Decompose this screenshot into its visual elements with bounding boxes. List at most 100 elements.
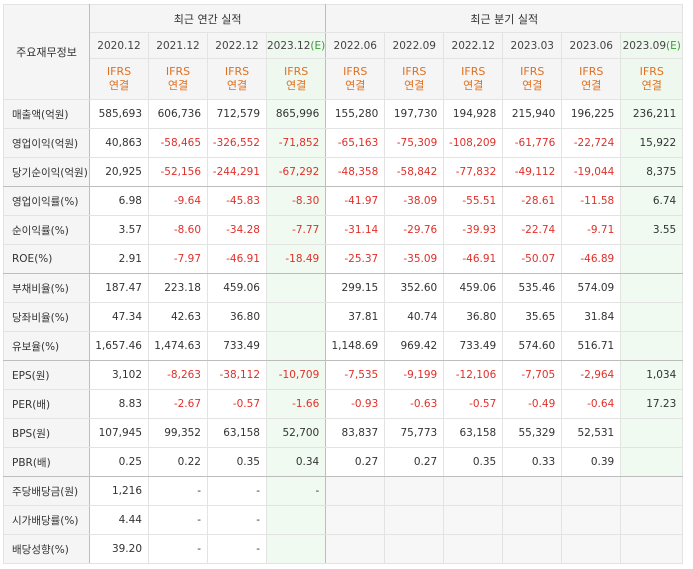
value-cell: 236,211	[620, 99, 684, 129]
consolidated-label: 연결	[581, 79, 602, 92]
period-header: 2022.06	[325, 32, 386, 59]
ifrs-label: IFRS	[343, 65, 368, 78]
value-cell: 459.06	[443, 273, 504, 303]
ifrs-label: IFRS	[284, 65, 309, 78]
value-cell: -8.60	[148, 215, 208, 245]
value-cell	[620, 505, 684, 535]
value-cell: 712,579	[207, 99, 267, 129]
value-cell: -35.09	[384, 244, 445, 274]
ifrs-label: IFRS	[461, 65, 486, 78]
value-cell	[620, 302, 684, 332]
ifrs-label: IFRS	[579, 65, 604, 78]
value-cell	[265, 302, 327, 332]
value-cell: -46.91	[443, 244, 504, 274]
table-row: ROE(%) 2.91 -7.97 -46.91 -18.49 -25.37 -35.09-…	[3, 244, 684, 274]
value-cell	[561, 476, 622, 506]
table-row: 유보율(%) 1,657.46 1,474.63 733.49 1,148.69 969.…	[3, 331, 684, 361]
value-cell: 4.44	[89, 505, 149, 535]
value-cell: -1.66	[265, 389, 327, 419]
value-cell	[325, 505, 386, 535]
annual-group-header: 최근 연간 실적	[88, 4, 327, 33]
period-header: 2023.09(E)	[620, 32, 684, 59]
period-label: 2023.03	[510, 39, 554, 52]
value-cell	[265, 534, 327, 564]
value-cell: -	[207, 505, 267, 535]
consolidated-label: 연결	[108, 79, 130, 92]
ifrs-label: IFRS	[224, 65, 250, 78]
table-row: 배당성향(%) 39.20- -	[3, 534, 684, 564]
value-cell: -31.14	[325, 215, 386, 245]
value-cell: 20,925	[89, 157, 149, 187]
estimate-mark: (E)	[666, 39, 681, 52]
row-label: 배당성향(%)	[3, 534, 90, 564]
value-cell: 1,474.63	[148, 331, 208, 361]
value-cell: 0.35	[443, 447, 504, 477]
value-cell: -58,465	[148, 128, 208, 158]
value-cell: 37.81	[325, 302, 386, 332]
value-cell: -34.28	[207, 215, 267, 245]
table-row: 주당배당금(원) 1,216- - -	[3, 476, 684, 506]
value-cell	[620, 331, 684, 361]
value-cell: 1,657.46	[89, 331, 149, 361]
value-cell: -12,106	[443, 360, 504, 390]
value-cell: -52,156	[148, 157, 208, 187]
period-header: 2023.03	[502, 32, 563, 59]
value-cell: 3.55	[620, 215, 684, 245]
value-cell: 6.74	[620, 186, 684, 216]
value-cell: -22.74	[502, 215, 563, 245]
value-cell: 223.18	[148, 273, 208, 303]
value-cell: 1,216	[89, 476, 149, 506]
value-cell	[561, 505, 622, 535]
consolidated-label: 연결	[286, 79, 307, 92]
value-cell	[620, 534, 684, 564]
value-cell	[325, 534, 386, 564]
value-cell: -7,705	[502, 360, 563, 390]
quarter-group-header: 최근 분기 실적	[325, 4, 684, 33]
value-cell	[443, 534, 504, 564]
row-label: 순이익률(%)	[3, 215, 90, 245]
value-cell: 155,280	[325, 99, 386, 129]
value-cell	[620, 447, 684, 477]
value-cell: 0.35	[207, 447, 267, 477]
value-cell: 63,158	[207, 418, 267, 448]
row-label: 당기순이익(억원)	[3, 157, 90, 187]
value-cell: 42.63	[148, 302, 208, 332]
row-label: PBR(배)	[3, 447, 90, 477]
period-label: 2022.09	[392, 39, 436, 52]
value-cell: 0.22	[148, 447, 208, 477]
value-cell: -0.49	[502, 389, 563, 419]
consolidated-label: 연결	[404, 79, 425, 92]
value-cell: -55.51	[443, 186, 504, 216]
value-cell: 40,863	[89, 128, 149, 158]
value-cell: -58,842	[384, 157, 445, 187]
value-cell: -0.63	[384, 389, 445, 419]
consolidated-label: 연결	[463, 79, 484, 92]
ifrs-basis-header: IFRS 연결	[384, 58, 445, 100]
consolidated-label: 연결	[345, 79, 366, 92]
value-cell	[384, 476, 445, 506]
estimate-mark: (E)	[310, 39, 326, 52]
value-cell: -49,112	[502, 157, 563, 187]
value-cell: -39.93	[443, 215, 504, 245]
period-label: 2022.12	[451, 39, 495, 52]
consolidated-label: 연결	[522, 79, 543, 92]
ifrs-label: IFRS	[520, 65, 545, 78]
value-cell: -41.97	[325, 186, 386, 216]
value-cell: -9,199	[384, 360, 445, 390]
value-cell: 1,034	[620, 360, 684, 390]
value-cell: 0.34	[265, 447, 327, 477]
value-cell: -	[148, 476, 208, 506]
value-cell	[265, 331, 327, 361]
value-cell: 0.33	[502, 447, 563, 477]
period-header: 2023.12(E)	[265, 32, 327, 59]
row-label: PER(배)	[3, 389, 90, 419]
value-cell: -9.64	[148, 186, 208, 216]
value-cell: 15,922	[620, 128, 684, 158]
ifrs-basis-header: IFRS 연결	[89, 58, 149, 100]
value-cell: 17.23	[620, 389, 684, 419]
value-cell: -8,263	[148, 360, 208, 390]
row-label: ROE(%)	[3, 244, 90, 274]
value-cell: -7.77	[265, 215, 327, 245]
value-cell: 55,329	[502, 418, 563, 448]
value-cell: -	[207, 476, 267, 506]
